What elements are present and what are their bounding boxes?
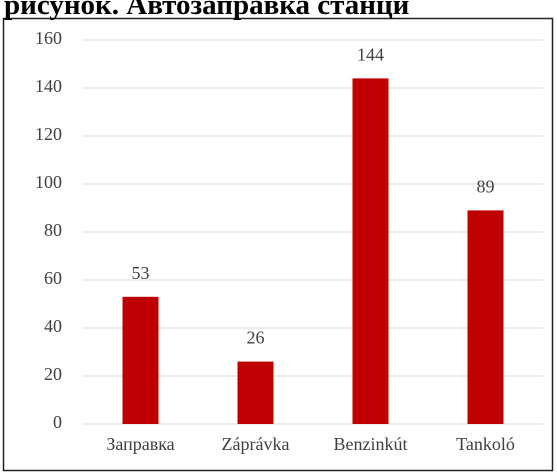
- bar: [467, 210, 504, 424]
- x-tick-label: Tankoló: [456, 434, 515, 454]
- bar: [352, 78, 389, 425]
- bar: [122, 296, 159, 424]
- y-tick-label: 160: [35, 28, 62, 48]
- y-tick-label: 120: [35, 124, 62, 144]
- y-tick-label: 100: [35, 172, 62, 192]
- data-label: 144: [357, 45, 384, 65]
- x-tick-label: Заправка: [106, 434, 174, 454]
- y-tick-label: 80: [44, 220, 62, 240]
- x-tick-label: Benzinkút: [334, 434, 408, 454]
- y-tick-label: 140: [35, 76, 62, 96]
- x-tick-label: Záprávka: [222, 434, 290, 454]
- y-tick-label: 20: [44, 364, 62, 384]
- y-tick-label: 40: [44, 316, 62, 336]
- data-label: 26: [247, 328, 265, 348]
- chart-title: рисунок. Автозаправка станци: [4, 0, 409, 21]
- chart-frame: [2, 17, 554, 472]
- data-label: 89: [477, 177, 495, 197]
- bar: [237, 361, 274, 424]
- y-tick-label: 0: [53, 412, 62, 432]
- y-tick-label: 60: [44, 268, 62, 288]
- data-label: 53: [132, 263, 150, 283]
